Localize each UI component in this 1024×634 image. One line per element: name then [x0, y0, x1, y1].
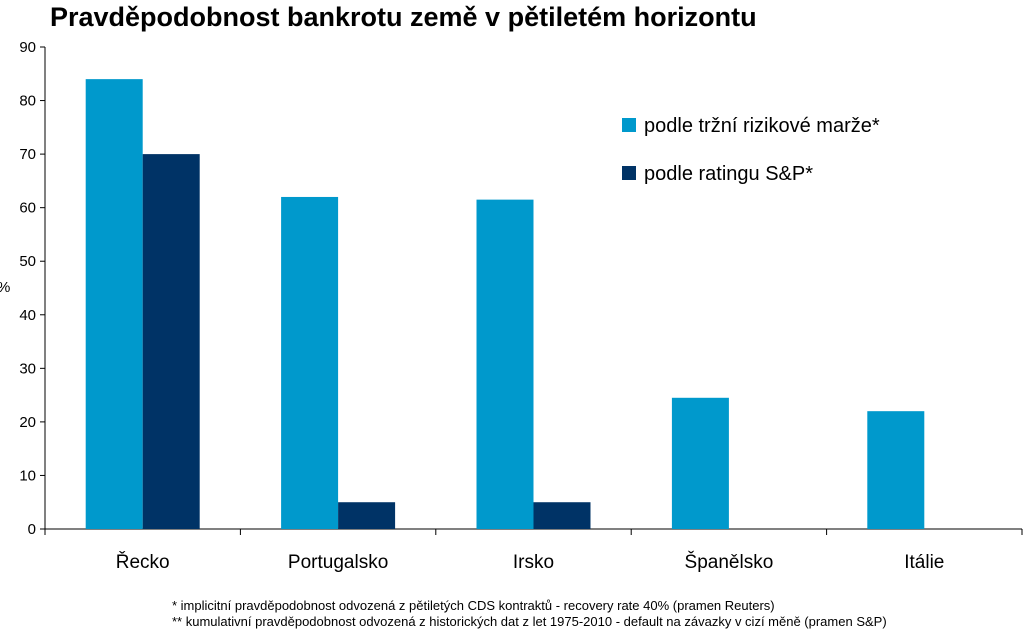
- chart-title: Pravděpodobnost bankrotu země v pětileté…: [50, 2, 757, 32]
- y-tick-label: 40: [19, 307, 36, 324]
- y-tick-label: 10: [19, 467, 36, 484]
- x-tick-label: Španělsko: [685, 551, 774, 573]
- y-tick-label: 0: [28, 521, 36, 538]
- x-axis: Řecko Portugalsko Irsko Španělsko Itálie: [44, 528, 1023, 573]
- legend-swatch: [622, 118, 636, 132]
- x-tick-label: Řecko: [116, 551, 170, 573]
- bar-chart: 0 10 20 30 40 50 60 70 80 90% Řecko Portugalsko Irs…: [0, 39, 1023, 573]
- bar-market: [85, 79, 143, 529]
- bar-market: [867, 411, 925, 529]
- y-axis-label: %: [0, 279, 10, 296]
- footnote-1: * implicitní pravděpodobnost odvozená z …: [172, 598, 775, 613]
- y-tick-label: 90: [19, 39, 36, 56]
- y-tick-label: 30: [19, 360, 36, 377]
- footnote-2: ** kumulativní pravděpodobnost odvozená …: [172, 614, 887, 629]
- y-tick-label: 20: [19, 414, 36, 431]
- legend-label: podle ratingu S&P*: [644, 163, 813, 185]
- y-axis: 0 10 20 30 40 50 60 70 80 90%: [0, 39, 46, 538]
- y-tick-label: 70: [19, 146, 36, 163]
- footnotes: * implicitní pravděpodobnost odvozená z …: [172, 598, 887, 630]
- bar-rating: [142, 154, 200, 529]
- x-tick-label: Irsko: [513, 552, 554, 573]
- y-tick-label: 80: [19, 93, 36, 110]
- bar-market: [281, 196, 339, 529]
- legend: podle tržní rizikové marže* podle ratingu…: [622, 115, 880, 185]
- legend-swatch: [622, 166, 636, 180]
- x-tick-label: Portugalsko: [288, 552, 388, 573]
- x-tick-label: Itálie: [904, 552, 944, 573]
- bar-market: [671, 397, 729, 529]
- legend-label: podle tržní rizikové marže*: [644, 115, 880, 137]
- bar-rating: [338, 502, 396, 529]
- bar-rating: [533, 502, 591, 529]
- bar-market: [476, 199, 534, 529]
- y-tick-label: 60: [19, 200, 36, 217]
- y-tick-label: 50: [19, 253, 36, 270]
- bars: [85, 79, 925, 529]
